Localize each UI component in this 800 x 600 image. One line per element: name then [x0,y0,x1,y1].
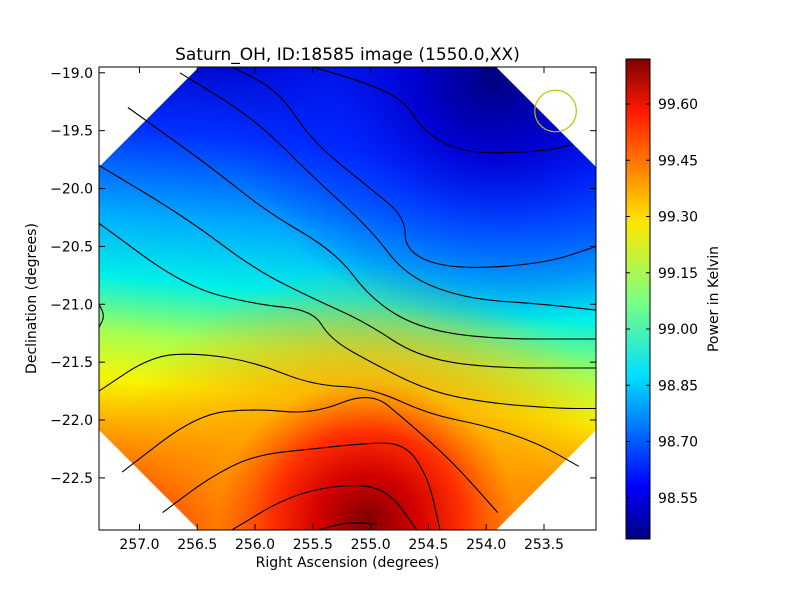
x-tick-label: 255.5 [293,537,333,553]
contour-line-3 [127,107,596,340]
contour-line-1 [312,67,574,154]
contour-line-2 [179,72,596,311]
y-axis-label: Declination (degrees) [24,223,40,374]
colorbar-tick-label: 99.45 [658,153,698,169]
x-tick-label: 254.0 [466,537,506,553]
x-tick-label: 257.0 [119,537,159,553]
x-tick-label: 256.0 [235,537,275,553]
colorbar [625,58,651,540]
y-axis-ticks: −19.0 −19.5 −20.0 −20.5 −21.0 −21.5 −22.0 −22.5 [50,66,596,487]
x-tick-label: 253.5 [524,537,564,553]
colorbar-tick-label: 99.00 [658,322,698,338]
colorbar-label: Power in Kelvin [706,246,722,352]
contour-line-0 [231,67,596,268]
y-tick-label: −21.0 [50,297,93,313]
y-tick-label: −19.0 [50,66,93,82]
colorbar-tick-label: 98.85 [658,378,698,394]
x-tick-label: 254.5 [408,537,448,553]
colorbar-tick-label: 99.15 [658,266,698,282]
field-cold-region [99,67,596,530]
contour-line-9 [162,442,441,530]
colorbar-ticks: 98.55 98.70 98.85 99.00 99.15 99.30 99.45 99.60 [626,97,698,507]
x-axis-label: Right Ascension (degrees) [256,555,440,571]
contour-line-8 [121,397,499,513]
x-tick-label: 256.5 [177,537,217,553]
colorbar-tick-label: 98.70 [658,435,698,451]
plot-area [99,67,596,530]
contour-line-4 [99,164,596,369]
plot-frame [98,66,597,531]
colorbar-tick-label: 99.60 [658,97,698,113]
contour-line-10 [231,485,418,530]
y-tick-label: −20.5 [50,239,93,255]
colorbar-tick-label: 99.30 [658,210,698,226]
y-tick-label: −19.5 [50,124,93,140]
contour-line-7 [99,353,579,467]
beam-circle [534,89,577,133]
contour-lines [99,67,596,530]
x-tick-label: 255.0 [351,537,391,553]
y-tick-label: −21.5 [50,355,93,371]
colorbar-tick-label: 98.55 [658,491,698,507]
contour-line-5 [99,222,596,410]
chart-title: Saturn_OH, ID:18585 image (1550.0,XX) [175,45,520,65]
y-tick-label: −22.5 [50,471,93,487]
y-tick-label: −22.0 [50,413,93,429]
y-tick-label: −20.0 [50,182,93,198]
x-axis-ticks: 257.0 256.5 256.0 255.5 255.0 254.5 254.0 253.5 [119,67,564,553]
